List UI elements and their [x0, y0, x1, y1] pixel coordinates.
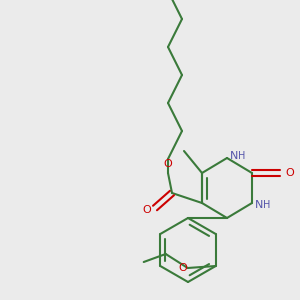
Text: O: O	[142, 205, 152, 215]
Text: H: H	[263, 200, 270, 210]
Text: O: O	[178, 263, 187, 273]
Text: O: O	[285, 168, 294, 178]
Text: H: H	[238, 151, 245, 161]
Text: N: N	[230, 151, 238, 161]
Text: N: N	[255, 200, 263, 210]
Text: O: O	[164, 159, 172, 169]
